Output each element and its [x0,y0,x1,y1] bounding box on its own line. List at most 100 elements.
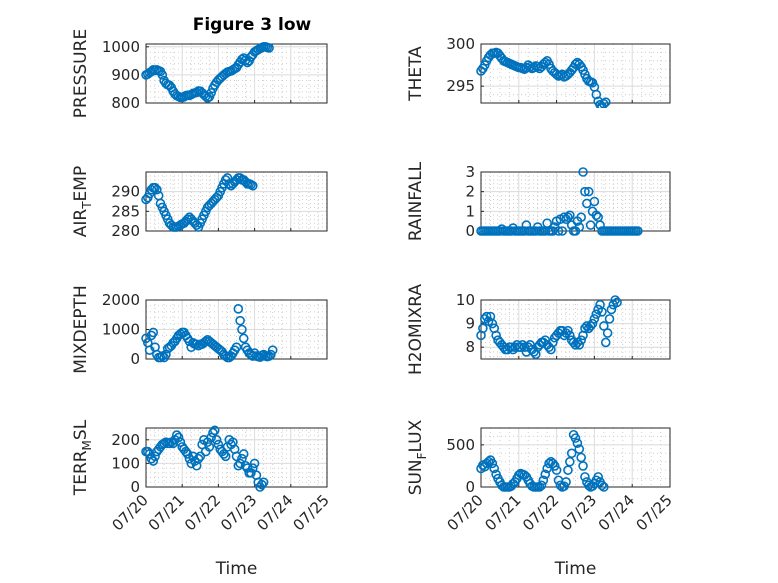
data-point [566,448,577,459]
y-tick-label: 10 [456,291,475,309]
data-point [491,330,501,341]
x-tick-label: 07/23 [217,491,260,534]
data-point [587,318,598,329]
axes-frame [480,299,671,360]
data-point [593,472,603,482]
data-point [583,480,594,491]
data-point [600,337,611,348]
y-tick-label: 800 [111,94,140,112]
axes-frame [480,427,671,488]
data-point [553,226,564,236]
data-point [222,173,233,183]
y-tick-label: 300 [446,35,475,53]
data-point [157,70,168,80]
data-point [211,434,222,445]
data-point [148,327,159,338]
x-tick-label: 07/24 [253,491,296,534]
data-point [258,477,269,488]
x-tick-label: 07/20 [444,491,487,534]
data-point [583,186,594,197]
data-point [206,88,216,98]
data-point [173,432,184,443]
data-point [578,461,588,471]
data-point [235,458,245,469]
data-point [551,465,562,475]
y-axis-label: PRESSURE [71,29,91,118]
data-point [606,304,617,315]
data-point [220,451,231,462]
data-point [141,333,151,344]
y-tick-label: 280 [111,222,140,240]
y-tick-label: 1000 [102,321,140,339]
data-point [589,196,600,207]
x-tick-label: 07/25 [290,491,333,534]
data-point [538,475,549,486]
data-point [257,479,267,490]
data-point [548,337,558,348]
data-point [246,468,256,478]
y-tick-label: 0 [130,478,140,496]
y-axis-label: H2OMIXRA [406,284,426,375]
figure-title: Figure 3 low [193,15,312,35]
axes-pressure: 800 900 1000 PRESSURE [71,29,328,118]
data-point [565,456,575,467]
data-point [580,472,590,482]
data-point [182,214,193,224]
y-axis-label: SUNFLUX [406,419,429,495]
data-point [148,456,159,466]
data-point [599,482,609,492]
x-tick-label: 07/24 [595,491,638,534]
data-point [204,442,215,452]
data-point [591,89,602,100]
data-point [599,99,609,108]
data-point [478,323,488,334]
data-point [209,425,220,436]
y-tick-label: 3 [465,163,475,181]
series-markers [476,295,622,360]
data-point [161,349,171,360]
data-point [591,210,602,221]
data-point [563,325,573,336]
data-point [580,186,590,197]
data-point [612,297,622,308]
x-tick-label: 07/20 [109,491,152,534]
data-point [599,321,609,331]
x-axis-label: Time [554,559,597,579]
x-tick-label: 07/21 [145,491,188,534]
data-point [544,458,554,469]
data-point [591,309,602,319]
data-point [150,182,160,193]
y-tick-label: 200 [111,431,140,449]
data-point [574,444,585,454]
x-tick-label: 07/25 [633,491,676,534]
y-tick-label: 1000 [102,38,140,56]
data-point [561,477,571,487]
data-point [235,315,245,326]
data-point [570,433,581,443]
data-point [536,480,547,491]
x-tick-label: 07/23 [557,491,600,534]
axes-h2omixra: 8 9 10 H2OMIXRA [406,284,671,375]
data-point [195,451,206,462]
y-tick-label: 2 [465,183,475,201]
data-point [563,212,573,223]
data-point [231,342,242,353]
data-point [570,340,581,350]
data-point [565,330,575,341]
data-point [557,226,568,236]
data-point [144,345,155,355]
data-point [572,438,583,448]
data-point [580,323,590,334]
y-tick-label: 295 [446,77,475,95]
y-axis-label: MIXDEPTH [71,285,91,374]
axes-theta: 295 300 THETA [406,35,671,108]
data-point [602,328,613,338]
data-point [238,449,249,459]
data-point [582,321,592,331]
data-point [585,220,596,230]
y-tick-label: 500 [446,436,475,454]
axes-frame [145,427,328,488]
